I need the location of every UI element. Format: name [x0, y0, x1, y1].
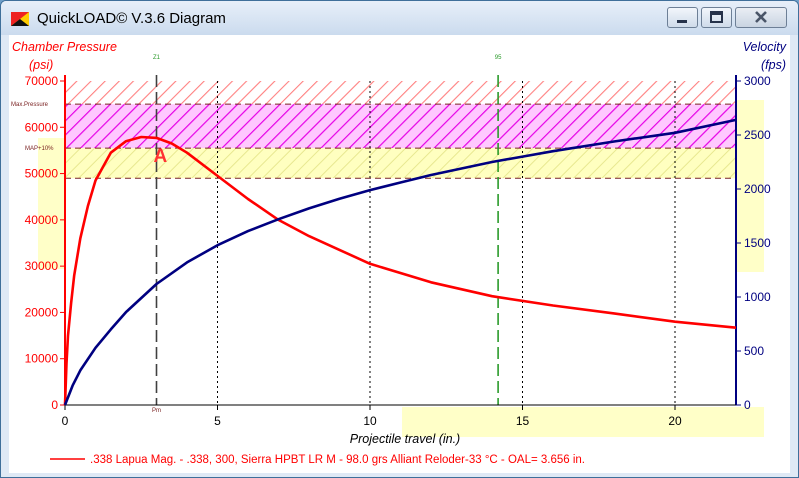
- pressure-curve: [63, 135, 737, 406]
- marker-label: 95: [495, 55, 502, 61]
- x-axis-ticks: 0 5 10 15 20: [62, 405, 682, 428]
- x-axis-title: Projectile travel (in.): [350, 432, 460, 446]
- x-tick-label: 20: [668, 414, 682, 428]
- left-axis-title: Chamber Pressure: [12, 40, 117, 54]
- left-tick-label: 40000: [25, 213, 59, 227]
- legend-text: .338 Lapua Mag. - .338, 300, Sierra HPBT…: [90, 454, 585, 466]
- restore-icon: [710, 11, 723, 23]
- overpressure-band: [65, 81, 736, 105]
- app-icon: [11, 12, 29, 26]
- left-axis-ticks: 0 10000 20000 30000 40000 50000 60000 70000: [25, 74, 65, 412]
- left-tick-label: 30000: [25, 259, 59, 273]
- map-band: [65, 148, 736, 179]
- right-tick-label: 0: [744, 398, 751, 412]
- point-a-label: A: [154, 146, 168, 167]
- left-tick-label: 70000: [25, 74, 59, 88]
- marker-lines: Z1 Pm 95: [152, 55, 502, 414]
- close-icon: [755, 11, 767, 23]
- close-button[interactable]: [735, 7, 787, 28]
- grid: [217, 81, 676, 405]
- title-bar[interactable]: QuickLOAD© V.3.6 Diagram: [1, 1, 798, 35]
- right-tick-label: 1500: [744, 236, 771, 250]
- right-tick-label: 500: [744, 344, 764, 358]
- x-tick-label: 0: [62, 414, 69, 428]
- minimize-icon: [677, 20, 687, 23]
- right-axis-ticks: 0 500 1000 1500 2000 2500 3000: [736, 74, 771, 412]
- left-tick-label: 60000: [25, 120, 59, 134]
- left-axis-highlight: [38, 138, 65, 269]
- velocity-curve: [63, 118, 737, 406]
- left-tick-label: 20000: [25, 305, 59, 319]
- x-tick-label: 10: [363, 414, 377, 428]
- right-tick-label: 2500: [744, 128, 771, 142]
- right-tick-label: 3000: [744, 74, 771, 88]
- right-axis-unit: (fps): [761, 58, 786, 72]
- left-tick-label: 10000: [25, 352, 59, 366]
- max-pressure-label: Max.Pressure: [11, 102, 49, 108]
- left-tick-label: 0: [51, 398, 58, 412]
- right-axis-title: Velocity: [743, 40, 787, 54]
- right-tick-label: 1000: [744, 290, 771, 304]
- left-axis-unit: (psi): [29, 58, 53, 72]
- x-axis-highlight: [402, 407, 764, 437]
- restore-button[interactable]: [701, 7, 732, 28]
- x-tick-label: 15: [516, 414, 530, 428]
- marker-label: Z1: [153, 55, 161, 61]
- right-tick-label: 2000: [744, 182, 771, 196]
- map-label: MAP+10%: [25, 146, 54, 152]
- minimize-button[interactable]: [667, 7, 698, 28]
- window-title: QuickLOAD© V.3.6 Diagram: [37, 10, 226, 27]
- left-tick-label: 50000: [25, 167, 59, 181]
- diagram-area: Max.Pressure MAP+10% Z1 Pm 95 0 10000 20000 3…: [9, 35, 790, 473]
- x-tick-label: 5: [214, 414, 221, 428]
- marker-bottom-label: Pm: [152, 408, 161, 414]
